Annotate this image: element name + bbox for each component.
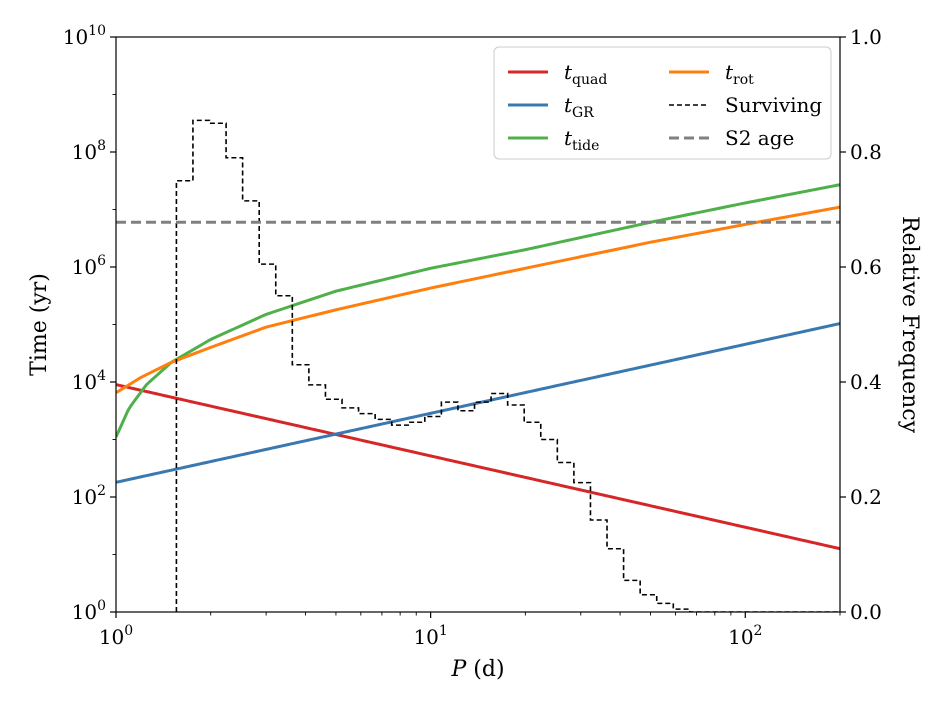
y-tick-label-exp: 0 <box>97 598 106 614</box>
y-tick-label-base: 10 <box>72 255 97 279</box>
legend-label-t_quad: tquad <box>564 60 607 88</box>
series-line-t_rot <box>116 205 840 395</box>
legend-label-main: S2 age <box>725 126 794 150</box>
legend-label-t_GR: tGR <box>564 93 594 121</box>
y-right-tick-label: 0.2 <box>850 485 882 509</box>
y-tick-label: 102 <box>72 483 106 509</box>
series-line-t_GR <box>116 322 840 484</box>
x-tick-label-exp: 2 <box>754 623 763 639</box>
y-axis-label-left: Time (yr) <box>27 273 52 376</box>
y-tick-label: 1010 <box>63 23 106 49</box>
legend-box <box>493 46 832 160</box>
legend-label-sub: GR <box>572 105 594 121</box>
legend-label-sub: rot <box>733 72 754 88</box>
legend-label-main: t <box>564 93 573 117</box>
y-tick-label-base: 10 <box>63 25 88 49</box>
legend-label-S2 age: S2 age <box>725 126 794 150</box>
legend-label-main: Surviving <box>725 93 822 117</box>
legend-label-sub: quad <box>572 72 607 88</box>
legend-label-t_tide: ttide <box>564 126 599 154</box>
x-tick-label-base: 10 <box>728 625 753 649</box>
legend-label-Surviving: Surviving <box>725 93 822 117</box>
legend-label-t_rot: trot <box>725 60 754 88</box>
x-axis-label: P (d) <box>450 657 504 682</box>
legend-label-main: t <box>564 126 573 150</box>
y-tick-label: 104 <box>72 368 106 394</box>
y-right-tick-label: 0.8 <box>850 140 882 164</box>
x-tick-label: 102 <box>728 623 762 649</box>
y-right-tick-label: 1.0 <box>850 25 882 49</box>
y-right-tick-label: 0.0 <box>850 600 882 624</box>
y-tick-label-base: 10 <box>72 140 97 164</box>
legend-label-sub: tide <box>572 138 599 154</box>
y-tick-label-exp: 8 <box>97 138 106 154</box>
y-tick-label-exp: 4 <box>97 368 106 384</box>
y-tick-label-base: 10 <box>72 485 97 509</box>
axes-layer: 100 101 10210010210410610810100.00.20.40.6… <box>27 23 922 682</box>
histogram-surviving <box>175 119 840 612</box>
legend-label-main: t <box>725 60 734 84</box>
series-line-t_quad <box>116 383 840 551</box>
x-tick-label-exp: 1 <box>439 623 448 639</box>
series-line-t_tide <box>116 183 840 438</box>
y-tick-label-base: 10 <box>72 370 97 394</box>
y-tick-label-exp: 2 <box>97 483 106 499</box>
x-axis-label-var: P <box>450 657 467 682</box>
y-axis-label-right: Relative Frequency <box>897 216 922 434</box>
y-tick-label: 106 <box>72 253 106 279</box>
y-tick-label-exp: 6 <box>97 253 106 269</box>
x-tick-label-exp: 0 <box>124 623 133 639</box>
y-tick-label: 100 <box>72 598 106 624</box>
x-tick-label: 101 <box>413 623 447 649</box>
legend-label-main: t <box>564 60 573 84</box>
x-tick-label-base: 10 <box>413 625 438 649</box>
x-axis-label-unit: (d) <box>466 657 504 682</box>
y-right-tick-label: 0.6 <box>850 255 882 279</box>
series-layer <box>116 119 840 612</box>
x-tick-label: 100 <box>99 623 133 649</box>
y-tick-label-exp: 10 <box>88 23 106 39</box>
y-right-tick-label: 0.4 <box>850 370 882 394</box>
y-tick-label-base: 10 <box>72 600 97 624</box>
x-tick-label-base: 10 <box>99 625 124 649</box>
y-tick-label: 108 <box>72 138 106 164</box>
